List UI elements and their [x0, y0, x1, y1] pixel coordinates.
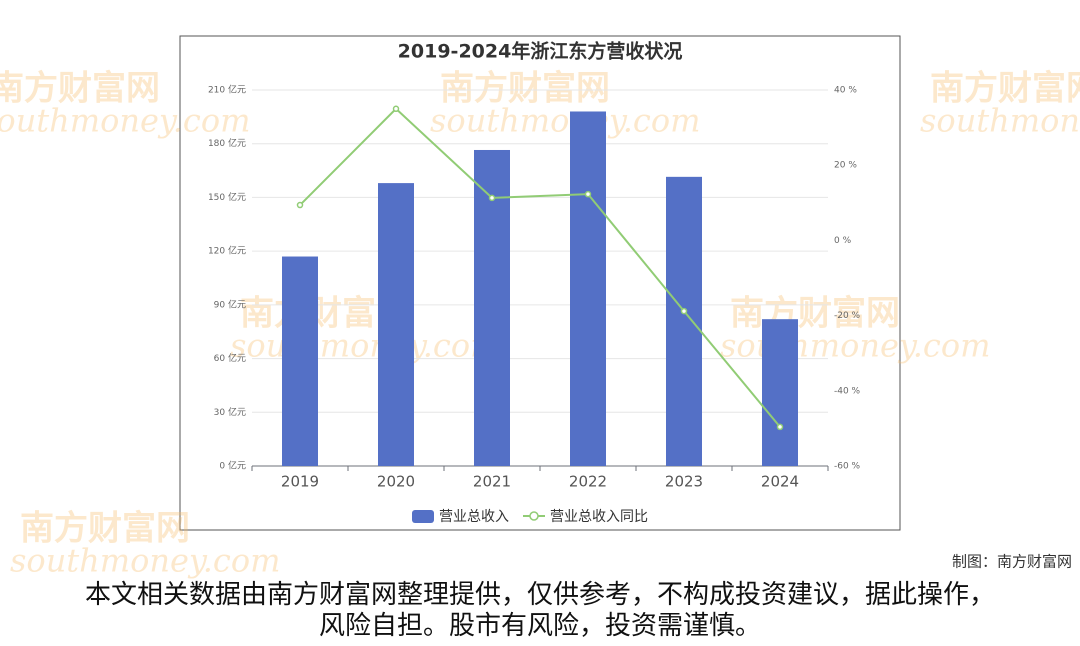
y2-tick-label: 20 % [834, 161, 857, 171]
legend-swatch [529, 511, 539, 521]
y-tick-label: 0 亿元 [219, 460, 246, 472]
bar [474, 149, 510, 466]
watermark-cn: 南方财富网 [20, 509, 190, 549]
bar [666, 176, 702, 467]
line-point [584, 190, 592, 198]
y2-tick-label: 0 % [834, 236, 852, 246]
watermark-cn: 南方财富网 [930, 69, 1080, 109]
x-tick-label: 2024 [761, 473, 799, 491]
legend-swatch [412, 510, 434, 523]
y-tick-label: 60 亿元 [214, 352, 246, 364]
watermark-en: southmoney.com [430, 102, 700, 140]
line-point [296, 201, 304, 209]
x-tick-label: 2020 [377, 473, 415, 491]
y2-tick-label: 40 % [834, 86, 857, 96]
y-tick-label: 30 亿元 [214, 406, 246, 418]
watermark-en: southmoney.com [10, 542, 280, 580]
line-point [392, 105, 400, 113]
line-point [488, 194, 496, 202]
bar [378, 183, 414, 466]
watermark-en: southmoney.com [920, 102, 1080, 140]
x-tick-label: 2023 [665, 473, 703, 491]
watermark-cn: 南方财富网 [0, 69, 160, 109]
y-tick-label: 210 亿元 [208, 84, 246, 96]
credit: 制图：南方财富网 [952, 553, 1072, 571]
line [299, 107, 781, 428]
x-tick-label: 2021 [473, 473, 511, 491]
y-tick-label: 90 亿元 [214, 298, 246, 310]
x-tick-label: 2019 [281, 473, 319, 491]
watermark-en: southmoney.com [0, 102, 250, 140]
y-tick-label: 120 亿元 [208, 245, 246, 257]
chart-title: 2019-2024年浙江东方营收状况 [398, 40, 683, 63]
watermark-cn: 南方财富网 [440, 69, 610, 109]
legend-label: 营业总收入同比 [550, 509, 648, 525]
line-point [776, 423, 784, 431]
y-tick-label: 180 亿元 [208, 137, 246, 149]
bar [570, 111, 606, 466]
watermark-cn: 南方财富网 [730, 294, 900, 334]
line-point [680, 307, 688, 315]
y2-tick-label: -60 % [834, 462, 861, 472]
bar [762, 319, 798, 466]
legend-label: 营业总收入 [439, 509, 509, 525]
x-tick-label: 2022 [569, 473, 607, 491]
y-tick-label: 150 亿元 [208, 191, 246, 203]
y2-tick-label: -40 % [834, 386, 861, 396]
y2-tick-label: -20 % [834, 311, 861, 321]
bar [282, 256, 318, 466]
disclaimer: 本文相关数据由南方财富网整理提供，仅供参考，不构成投资建议，据此操作，风险自担。… [84, 580, 995, 641]
